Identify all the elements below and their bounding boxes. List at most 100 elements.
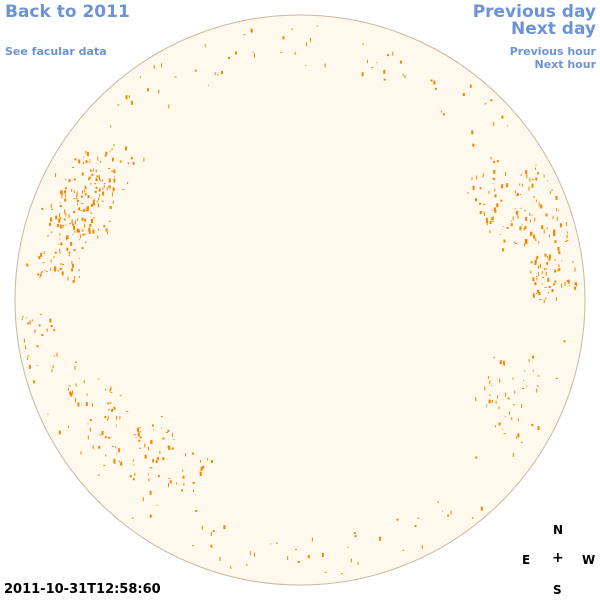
facula-mark: [535, 238, 537, 241]
facula-mark: [40, 252, 43, 257]
facula-mark: [548, 257, 551, 261]
compass-west-label: W: [582, 553, 596, 567]
facula-mark: [270, 543, 272, 545]
facula-mark: [442, 510, 444, 512]
facula-mark: [83, 156, 85, 158]
facula-mark: [71, 261, 73, 265]
facula-mark: [162, 457, 165, 461]
facula-mark: [471, 177, 473, 181]
facula-mark: [182, 475, 185, 479]
facula-mark: [68, 213, 70, 218]
facula-mark: [104, 436, 107, 439]
facula-mark: [371, 67, 374, 69]
facula-mark: [148, 478, 150, 482]
facula-mark: [548, 234, 550, 238]
facula-mark: [514, 208, 516, 210]
facula-mark: [115, 446, 117, 449]
facula-mark: [125, 95, 128, 100]
facula-mark: [105, 454, 107, 457]
facula-mark: [182, 469, 184, 472]
facula-mark: [60, 263, 62, 265]
facula-mark: [113, 406, 116, 410]
facula-mark: [113, 144, 115, 147]
facula-mark: [512, 404, 515, 406]
next-day-link[interactable]: Next day: [511, 19, 596, 39]
facula-mark: [157, 456, 160, 460]
facula-mark: [181, 489, 183, 492]
facula-mark: [71, 390, 73, 395]
facula-mark: [28, 364, 31, 369]
previous-hour-link[interactable]: Previous hour: [509, 45, 596, 58]
facula-mark: [307, 555, 310, 559]
facula-mark: [162, 437, 165, 440]
facula-mark: [68, 223, 71, 225]
facula-mark: [50, 231, 53, 233]
see-facular-data-link[interactable]: See facular data: [5, 45, 107, 58]
facula-mark: [539, 299, 542, 300]
facula-mark: [57, 270, 60, 272]
facula-mark: [212, 530, 215, 533]
facula-mark: [521, 224, 523, 226]
facula-mark: [139, 76, 141, 79]
facula-mark: [494, 188, 496, 192]
facula-mark: [510, 223, 513, 227]
facula-mark: [538, 241, 540, 244]
facula-mark: [54, 355, 56, 357]
facula-mark: [502, 360, 505, 365]
solar-disk: [14, 14, 586, 586]
facula-mark: [484, 213, 485, 216]
facula-mark: [135, 437, 137, 439]
facula-mark: [59, 205, 62, 207]
facula-mark: [65, 179, 67, 181]
facula-mark: [119, 416, 121, 420]
facula-mark: [100, 160, 102, 163]
facula-mark: [399, 60, 402, 64]
facula-mark: [54, 267, 57, 272]
facula-mark: [96, 175, 99, 178]
facula-mark: [59, 224, 62, 229]
facula-mark: [547, 291, 549, 294]
facula-mark: [538, 202, 540, 207]
facula-mark: [223, 525, 226, 530]
facula-mark: [91, 173, 94, 176]
facula-mark: [85, 207, 87, 209]
facula-mark: [167, 445, 169, 449]
facula-mark: [254, 53, 255, 58]
facula-mark: [36, 345, 39, 348]
facula-mark: [350, 558, 352, 563]
facula-mark: [133, 434, 136, 436]
facula-mark: [85, 160, 88, 164]
facula-mark: [116, 415, 118, 420]
facula-mark: [563, 340, 566, 343]
facula-mark: [546, 255, 548, 258]
facula-mark: [367, 60, 368, 63]
facula-mark: [387, 54, 389, 57]
facula-mark: [74, 275, 76, 280]
facula-mark: [55, 215, 58, 220]
previous-day-link[interactable]: Previous day: [472, 2, 596, 22]
facula-mark: [67, 276, 69, 281]
facula-mark: [72, 223, 75, 226]
facula-mark: [558, 267, 561, 271]
facula-mark: [493, 178, 496, 181]
back-to-year-link[interactable]: Back to 2011: [5, 2, 130, 22]
facula-mark: [305, 64, 307, 66]
facula-mark: [501, 428, 503, 430]
facula-mark: [113, 169, 116, 174]
facula-mark: [80, 451, 82, 455]
facula-mark: [193, 489, 194, 492]
facula-mark: [551, 189, 554, 191]
facula-mark: [561, 260, 563, 262]
facula-mark: [492, 216, 494, 221]
facula-mark: [122, 189, 125, 191]
facula-mark: [98, 177, 100, 181]
facula-mark: [524, 210, 527, 212]
facula-mark: [254, 552, 255, 557]
facula-mark: [321, 552, 324, 557]
facula-mark: [65, 187, 67, 190]
facula-mark: [554, 259, 557, 261]
next-hour-link[interactable]: Next hour: [534, 58, 597, 71]
facula-mark: [70, 392, 73, 397]
facula-mark: [528, 359, 530, 363]
